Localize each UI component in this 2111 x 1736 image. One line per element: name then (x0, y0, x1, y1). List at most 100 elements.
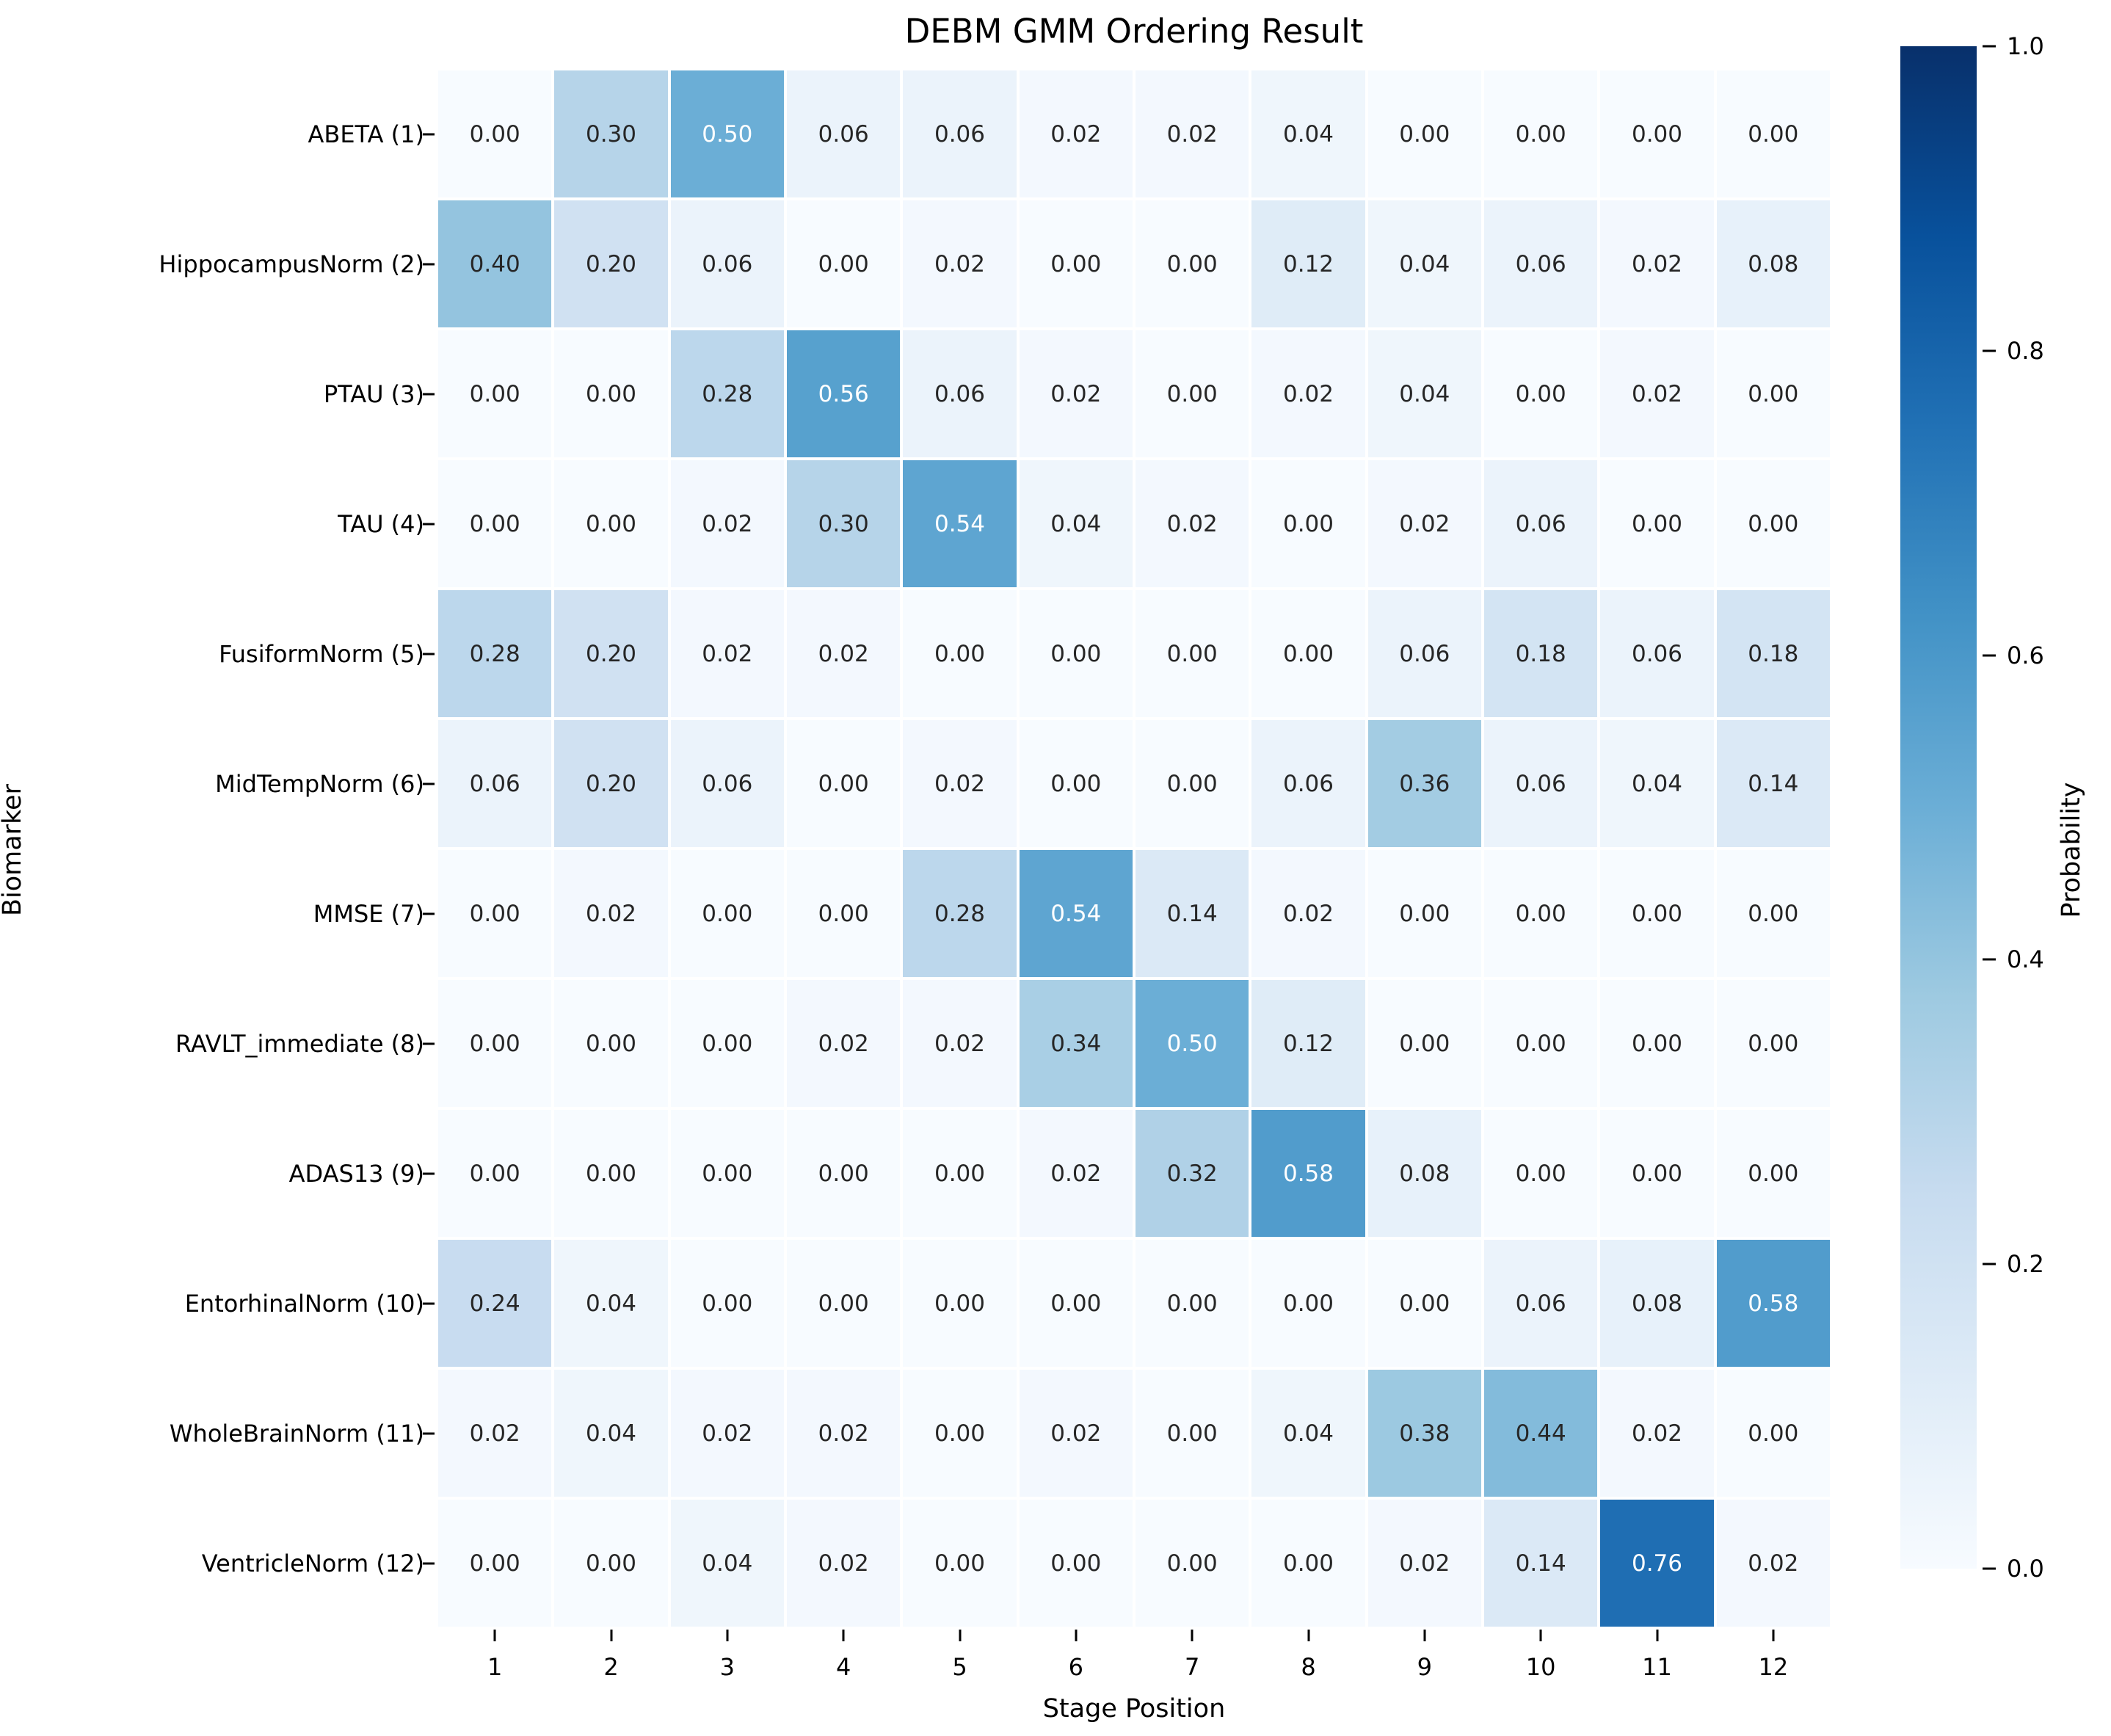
heatmap-cell: 0.00 (1017, 1498, 1134, 1628)
heatmap-cell: 0.00 (1133, 1368, 1251, 1498)
heatmap-cell: 0.00 (901, 1238, 1018, 1368)
heatmap-cell: 0.00 (1715, 459, 1831, 589)
heatmap-cell: 0.06 (437, 719, 553, 849)
heatmap-cell: 0.02 (1599, 1368, 1715, 1498)
x-tick-mark (610, 1630, 612, 1641)
heatmap-cell: 0.14 (1482, 1498, 1599, 1628)
heatmap-cell: 0.20 (553, 199, 669, 329)
heatmap-cell: 0.00 (1366, 978, 1483, 1108)
heatmap-cell: 0.00 (901, 589, 1018, 719)
heatmap-cell: 0.02 (1366, 1498, 1483, 1628)
heatmap-cell: 0.02 (1715, 1498, 1831, 1628)
colorbar-tick-label: 1.0 (2007, 32, 2044, 60)
heatmap-cell: 0.00 (1133, 199, 1251, 329)
heatmap-cell: 0.76 (1599, 1498, 1715, 1628)
heatmap-cell: 0.04 (669, 1498, 785, 1628)
heatmap-cell: 0.02 (785, 978, 902, 1108)
heatmap-cell: 0.06 (901, 69, 1018, 199)
heatmap-cell: 0.02 (785, 1368, 902, 1498)
x-tick-label: 8 (1301, 1653, 1316, 1681)
heatmap-cell: 0.00 (1482, 69, 1599, 199)
heatmap-cell: 0.00 (553, 329, 669, 459)
y-tick-label: HippocampusNorm (2) (159, 250, 424, 278)
x-tick-mark (493, 1630, 496, 1641)
heatmap-cell: 0.02 (1599, 329, 1715, 459)
heatmap-cell: 0.02 (1599, 199, 1715, 329)
y-tick-mark (423, 1432, 435, 1434)
heatmap-cell: 0.04 (553, 1368, 669, 1498)
heatmap-cell: 0.08 (1715, 199, 1831, 329)
heatmap-cell: 0.06 (1250, 719, 1367, 849)
colorbar-tick-mark (1983, 958, 1996, 961)
heatmap-cell: 0.00 (437, 1498, 553, 1628)
heatmap-cell: 0.40 (437, 199, 553, 329)
heatmap-cell: 0.00 (1715, 69, 1831, 199)
heatmap-cell: 0.00 (1715, 1368, 1831, 1498)
heatmap-cell: 0.00 (1017, 589, 1134, 719)
colorbar-tick-label: 0.2 (2007, 1250, 2044, 1279)
heatmap-cell: 0.54 (901, 459, 1018, 589)
heatmap-cell: 0.06 (669, 199, 785, 329)
heatmap-cell: 0.02 (785, 589, 902, 719)
heatmap-cell: 0.00 (901, 1498, 1018, 1628)
colorbar-tick-label: 0.8 (2007, 336, 2044, 365)
heatmap-cell: 0.00 (1715, 849, 1831, 978)
heatmap-cell: 0.06 (1482, 459, 1599, 589)
y-tick-label: ADAS13 (9) (288, 1159, 424, 1188)
heatmap-cell: 0.00 (1366, 849, 1483, 978)
chart-title: DEBM GMM Ordering Result (904, 12, 1364, 51)
heatmap-cell: 0.00 (1715, 978, 1831, 1108)
heatmap-cell: 0.00 (785, 199, 902, 329)
x-tick-mark (1539, 1630, 1542, 1641)
heatmap-cell: 0.30 (553, 69, 669, 199)
heatmap-cell: 0.06 (1366, 589, 1483, 719)
heatmap-cell: 0.06 (1482, 1238, 1599, 1368)
heatmap-cell: 0.02 (1133, 459, 1251, 589)
x-tick-label: 10 (1525, 1653, 1556, 1681)
y-tick-mark (423, 1302, 435, 1304)
heatmap-cell: 0.02 (901, 719, 1018, 849)
heatmap-cell: 0.06 (785, 69, 902, 199)
heatmap-cell: 0.06 (1482, 719, 1599, 849)
y-tick-label: PTAU (3) (323, 379, 424, 408)
y-tick-label: RAVLT_immediate (8) (175, 1029, 424, 1058)
heatmap-cell: 0.04 (1250, 1368, 1367, 1498)
heatmap-cell: 0.44 (1482, 1368, 1599, 1498)
heatmap-cell: 0.14 (1715, 719, 1831, 849)
heatmap-cell: 0.00 (553, 1108, 669, 1238)
heatmap-cell: 0.00 (1017, 199, 1134, 329)
x-tick-mark (842, 1630, 845, 1641)
heatmap-cell: 0.00 (1133, 589, 1251, 719)
heatmap-cell: 0.00 (785, 719, 902, 849)
heatmap-cell: 0.02 (785, 1498, 902, 1628)
y-tick-mark (423, 1172, 435, 1174)
heatmap-cell: 0.32 (1133, 1108, 1251, 1238)
y-tick-mark (423, 912, 435, 915)
heatmap-cell: 0.00 (1133, 1498, 1251, 1628)
heatmap-cell: 0.12 (1250, 199, 1367, 329)
heatmap-cell: 0.04 (1250, 69, 1367, 199)
heatmap-cell: 0.02 (1017, 1368, 1134, 1498)
heatmap-cell: 0.30 (785, 459, 902, 589)
colorbar-label: Probability (2057, 782, 2086, 918)
heatmap-cell: 0.08 (1599, 1238, 1715, 1368)
heatmap-cell: 0.00 (1482, 978, 1599, 1108)
y-tick-label: TAU (4) (338, 509, 424, 538)
heatmap-cell: 0.02 (1250, 849, 1367, 978)
x-tick-mark (959, 1630, 961, 1641)
heatmap-cell: 0.34 (1017, 978, 1134, 1108)
heatmap-cell: 0.04 (553, 1238, 669, 1368)
x-tick-label: 9 (1417, 1653, 1433, 1681)
heatmap-cell: 0.20 (553, 719, 669, 849)
y-axis-label: Biomarker (0, 783, 27, 917)
y-tick-label: WholeBrainNorm (11) (169, 1419, 424, 1448)
heatmap-cell: 0.00 (437, 459, 553, 589)
y-tick-label: MMSE (7) (313, 899, 424, 928)
colorbar-tick-label: 0.4 (2007, 945, 2044, 974)
heatmap-cell: 0.00 (1599, 69, 1715, 199)
heatmap-cell: 0.00 (1599, 1108, 1715, 1238)
heatmap-cell: 0.00 (1250, 1498, 1367, 1628)
heatmap-cell: 0.28 (669, 329, 785, 459)
heatmap-cell: 0.00 (1482, 329, 1599, 459)
heatmap-cell: 0.08 (1366, 1108, 1483, 1238)
